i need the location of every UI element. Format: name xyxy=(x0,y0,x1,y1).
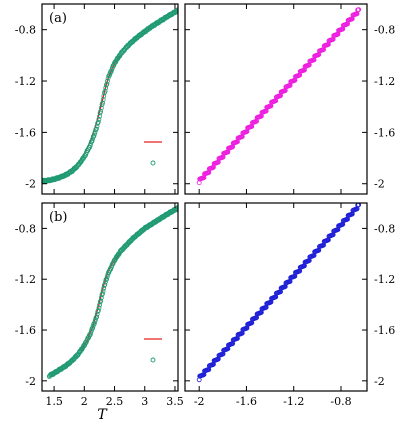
data-point xyxy=(92,319,98,325)
data-point xyxy=(175,8,178,13)
data-point xyxy=(98,295,104,301)
data-point xyxy=(100,291,105,297)
data-point xyxy=(175,204,178,210)
plot-area xyxy=(46,204,178,379)
data-point xyxy=(95,119,101,125)
x-tick-label: -1.2 xyxy=(283,395,304,408)
data-point xyxy=(100,100,105,106)
y-tick-label: -0.8 xyxy=(15,24,36,37)
data-point xyxy=(96,116,102,122)
data-point xyxy=(97,302,102,308)
data-point xyxy=(98,109,104,114)
panel-bottom-left: -0.8 -1.2 -1.6 -2 1.5 2 2.5 3 3.5 (b) T xyxy=(15,202,184,422)
data-point xyxy=(104,276,109,282)
data-point xyxy=(98,105,104,111)
data-point xyxy=(174,206,178,212)
data-point xyxy=(89,328,94,334)
x-axis-title: T xyxy=(97,407,108,422)
x-tick-label: 2.5 xyxy=(106,395,124,408)
y-tick-label: -2 xyxy=(25,178,36,191)
y-tick-label: -1.2 xyxy=(15,75,36,88)
data-point xyxy=(91,133,97,139)
y-tick-label: -2 xyxy=(374,375,385,388)
data-point xyxy=(91,321,97,327)
data-point xyxy=(105,75,111,81)
x-tick-label: 3.5 xyxy=(166,395,184,408)
x-tick-label: 3 xyxy=(141,395,148,408)
panel-top-left: -0.8 -1.2 -1.6 -2 (a) xyxy=(15,3,179,195)
data-point xyxy=(88,330,94,336)
panel-label: (b) xyxy=(49,210,67,225)
data-point xyxy=(100,97,106,102)
data-point xyxy=(104,274,110,280)
data-point xyxy=(93,317,98,323)
legend-circle-marker xyxy=(150,357,156,363)
data-point xyxy=(98,298,104,304)
x-tick-label: -0.8 xyxy=(330,395,351,408)
data-point xyxy=(100,288,106,294)
y-tick-label: -1.6 xyxy=(374,324,395,337)
x-tick-label: -1.6 xyxy=(236,395,257,408)
data-point xyxy=(90,325,95,331)
y-tick-label: -1.6 xyxy=(15,324,36,337)
data-point xyxy=(92,129,98,135)
axes-frame xyxy=(184,202,368,392)
data-point xyxy=(101,93,107,99)
data-point xyxy=(356,7,362,13)
data-point xyxy=(105,78,110,84)
y-tick-label: -2 xyxy=(25,375,36,388)
panel-label: (a) xyxy=(49,11,67,26)
y-tick-label: -1.6 xyxy=(15,126,36,139)
y-tick-label: -1.2 xyxy=(374,75,395,88)
data-point xyxy=(97,114,102,119)
data-point xyxy=(94,314,100,320)
data-point xyxy=(89,138,95,144)
data-point xyxy=(94,126,99,132)
data-point xyxy=(96,305,102,311)
x-tick-label: 2 xyxy=(81,395,88,408)
data-point xyxy=(103,279,108,285)
plot-area xyxy=(42,7,178,185)
legend-circle-marker xyxy=(150,160,156,166)
panel-top-right: -0.8 -1.2 -1.6 -2 xyxy=(184,3,395,195)
x-tick-label: -2 xyxy=(194,395,205,408)
axes-frame xyxy=(41,202,179,392)
data-point xyxy=(175,7,178,12)
axes-frame xyxy=(184,3,368,195)
y-tick-label: -0.8 xyxy=(15,222,36,235)
data-point xyxy=(174,9,178,14)
data-point xyxy=(87,332,93,338)
y-tick-label: -1.2 xyxy=(15,273,36,286)
y-tick-label: -1.2 xyxy=(374,273,395,286)
data-point xyxy=(90,323,96,329)
plot-area xyxy=(196,7,362,186)
plot-area xyxy=(196,203,362,383)
data-point xyxy=(102,88,108,94)
data-point xyxy=(356,203,362,208)
data-point xyxy=(175,205,178,211)
data-point xyxy=(96,308,101,313)
y-tick-label: -0.8 xyxy=(374,222,395,235)
data-point xyxy=(90,136,96,142)
data-point xyxy=(88,141,94,147)
data-point xyxy=(104,81,110,87)
axes-frame xyxy=(41,3,179,195)
data-point xyxy=(102,282,108,288)
panel-bottom-right: -0.8 -1.2 -1.6 -2 -2 -1.6 -1.2 -0.8 xyxy=(184,202,395,408)
data-point xyxy=(87,143,93,149)
y-tick-label: -0.8 xyxy=(374,24,395,37)
data-point xyxy=(105,272,111,278)
x-tick-label: 1.5 xyxy=(45,395,63,408)
y-tick-label: -1.6 xyxy=(374,126,395,139)
data-point xyxy=(92,131,97,137)
y-tick-label: -2 xyxy=(374,178,385,191)
